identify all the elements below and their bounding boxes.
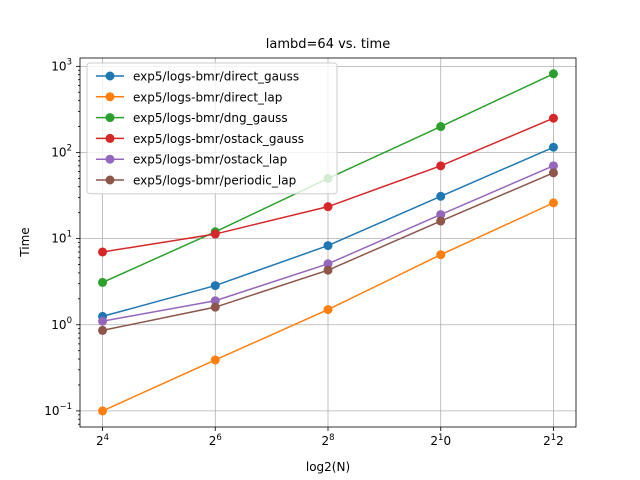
x-axis-label: log2(N) xyxy=(306,460,350,474)
legend-marker xyxy=(105,71,115,81)
data-point xyxy=(548,161,558,171)
data-point xyxy=(98,325,108,335)
x-tick-label: 26 xyxy=(209,433,222,448)
legend-box xyxy=(86,62,338,195)
y-tick-label: 10−1 xyxy=(44,402,72,418)
data-point xyxy=(548,113,558,123)
y-tick-label: 101 xyxy=(51,230,72,246)
legend-marker xyxy=(105,113,115,123)
data-point xyxy=(436,191,446,201)
series-layer xyxy=(98,69,558,416)
legend-label: exp5/logs-bmr/ostack_gauss xyxy=(133,132,304,146)
legend-marker xyxy=(105,92,115,102)
data-point xyxy=(436,250,446,260)
legend-label: exp5/logs-bmr/direct_lap xyxy=(133,90,282,104)
x-tick-label: 210 xyxy=(430,433,451,448)
data-point xyxy=(436,216,446,226)
data-point xyxy=(323,265,333,275)
data-point xyxy=(210,302,220,312)
data-point xyxy=(210,281,220,291)
data-point xyxy=(548,69,558,79)
y-axis-ticks: 10−1 100 101 102 103 xyxy=(44,57,80,425)
data-point xyxy=(98,316,108,326)
y-tick-label: 100 xyxy=(51,316,72,332)
data-point xyxy=(98,406,108,416)
data-point xyxy=(436,161,446,171)
chart-title: lambd=64 vs. time xyxy=(266,37,390,52)
legend-marker xyxy=(105,133,115,143)
legend-label: exp5/logs-bmr/ostack_lap xyxy=(133,153,287,167)
legend-marker xyxy=(105,175,115,185)
data-point xyxy=(548,198,558,208)
y-tick-label: 102 xyxy=(51,143,72,159)
data-point xyxy=(210,296,220,306)
legend-label: exp5/logs-bmr/dng_gauss xyxy=(133,111,288,125)
y-tick-label: 103 xyxy=(51,57,72,73)
x-tick-label: 212 xyxy=(543,433,564,448)
data-point xyxy=(210,229,220,239)
x-axis-ticks: 24 26 28 210 212 xyxy=(96,427,564,448)
data-point xyxy=(98,277,108,287)
data-point xyxy=(323,241,333,251)
data-point xyxy=(210,355,220,365)
legend: exp5/logs-bmr/direct_gauss exp5/logs-bmr/… xyxy=(86,62,338,195)
data-point xyxy=(548,142,558,152)
data-point xyxy=(436,210,446,220)
legend-marker xyxy=(105,154,115,164)
data-point xyxy=(548,168,558,178)
legend-label: exp5/logs-bmr/direct_gauss xyxy=(133,70,299,84)
data-point xyxy=(323,305,333,315)
data-point xyxy=(323,259,333,269)
y-axis-label: Time xyxy=(18,227,32,257)
data-point xyxy=(436,122,446,132)
x-tick-label: 28 xyxy=(321,433,334,448)
data-point xyxy=(323,202,333,212)
legend-label: exp5/logs-bmr/periodic_lap xyxy=(133,174,296,188)
x-tick-label: 24 xyxy=(96,433,109,448)
data-point xyxy=(98,247,108,257)
